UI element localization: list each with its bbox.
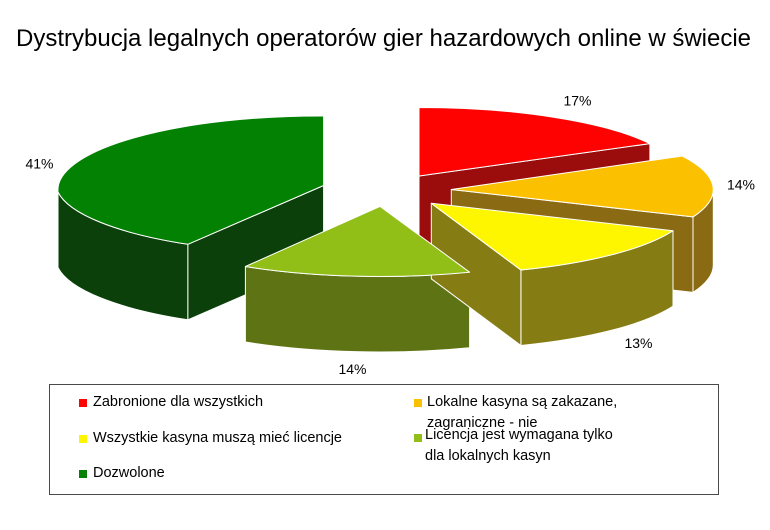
svg-text:13%: 13%: [624, 335, 652, 351]
svg-text:14%: 14%: [727, 177, 755, 193]
svg-text:41%: 41%: [25, 156, 53, 172]
svg-text:17%: 17%: [563, 93, 591, 109]
svg-text:14%: 14%: [338, 361, 366, 377]
